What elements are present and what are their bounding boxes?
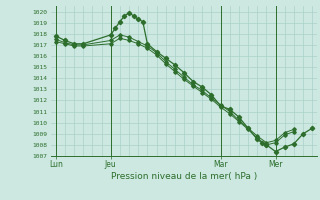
X-axis label: Pression niveau de la mer( hPa ): Pression niveau de la mer( hPa ) [111, 172, 257, 181]
